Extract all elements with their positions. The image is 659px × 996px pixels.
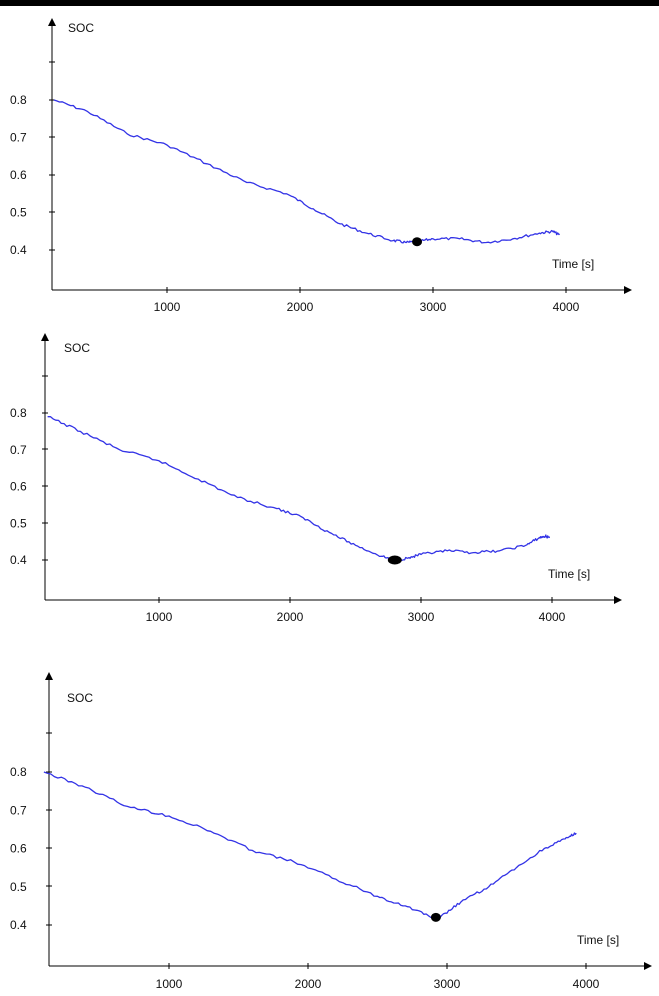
y-tick-label: 0.7 <box>10 131 27 145</box>
y-axis-arrow <box>48 18 56 26</box>
y-axis-label: SOC <box>64 341 90 355</box>
minimum-soc-marker <box>430 912 441 922</box>
x-axis-arrow <box>644 962 652 970</box>
soc-series-line <box>53 99 560 244</box>
y-tick-label: 0.4 <box>10 918 27 932</box>
y-tick-label: 0.6 <box>10 480 27 494</box>
y-axis-arrow <box>45 672 53 680</box>
y-tick-label: 0.5 <box>10 880 27 894</box>
x-axis-arrow <box>614 596 622 604</box>
x-axis-label: Time [s] <box>577 933 619 947</box>
chart-3: 0.4 0.5 0.6 0.7 0.8 1000 2000 3000 4000 SOC Time [… <box>10 672 652 991</box>
y-tick-label: 0.6 <box>10 842 27 856</box>
y-axis-arrow <box>41 333 49 341</box>
y-axis-label: SOC <box>67 691 93 705</box>
y-tick-label: 0.5 <box>10 206 27 220</box>
y-tick-label: 0.4 <box>10 243 27 257</box>
x-axis-label: Time [s] <box>548 567 590 581</box>
x-tick-label: 4000 <box>539 610 566 624</box>
x-tick-label: 4000 <box>553 300 580 314</box>
x-tick-label: 1000 <box>146 610 173 624</box>
x-tick-label: 1000 <box>154 300 181 314</box>
x-tick-label: 2000 <box>277 610 304 624</box>
y-axis-label: SOC <box>68 21 94 35</box>
chart-1: 0.4 0.5 0.6 0.7 0.8 1000 2000 3000 4000 SOC Time [… <box>10 18 632 314</box>
x-tick-label: 3000 <box>434 977 461 991</box>
y-tick-label: 0.5 <box>10 516 27 530</box>
x-tick-label: 4000 <box>573 977 600 991</box>
y-tick-label: 0.8 <box>10 406 27 420</box>
y-tick-label: 0.7 <box>10 443 27 457</box>
x-tick-label: 2000 <box>295 977 322 991</box>
x-tick-label: 3000 <box>420 300 447 314</box>
top-edge-bar <box>0 0 659 6</box>
soc-series-line <box>43 771 577 919</box>
x-tick-label: 3000 <box>408 610 435 624</box>
soc-series-line <box>47 415 551 562</box>
y-tick-label: 0.6 <box>10 168 27 182</box>
y-tick-label: 0.8 <box>10 93 27 107</box>
x-axis-arrow <box>624 286 632 294</box>
y-tick-label: 0.4 <box>10 553 27 567</box>
x-axis-label: Time [s] <box>552 257 594 271</box>
y-tick-label: 0.7 <box>10 803 27 817</box>
x-tick-label: 1000 <box>156 977 183 991</box>
chart-2: 0.4 0.5 0.6 0.7 0.8 1000 2000 3000 4000 SOC Time [… <box>10 333 622 624</box>
x-tick-label: 2000 <box>287 300 314 314</box>
minimum-soc-marker <box>387 555 402 565</box>
y-tick-label: 0.8 <box>10 765 27 779</box>
minimum-soc-marker <box>412 237 423 247</box>
